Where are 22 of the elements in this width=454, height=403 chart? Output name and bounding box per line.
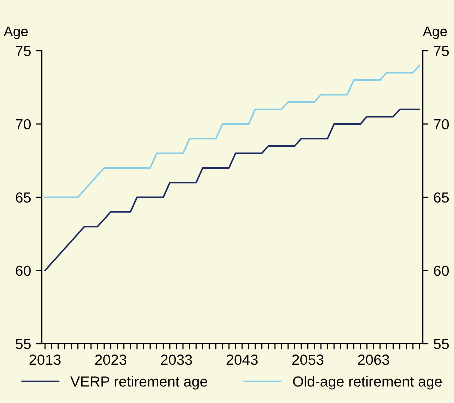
x-tick-label: 2013: [30, 354, 61, 366]
y2-tick-label: 75: [434, 46, 450, 56]
y-tick-label: 55: [16, 339, 31, 350]
x-tick-label: 2063: [358, 354, 390, 366]
y-axis-title: Age: [4, 26, 28, 40]
line-series: [44, 64, 420, 198]
legend-label: VERP retirement age: [70, 376, 208, 390]
x-tick-label: 2043: [226, 354, 258, 366]
y2-tick-label: 70: [434, 119, 450, 130]
y-tick-label: 65: [16, 192, 31, 203]
y-tick-label: 75: [16, 46, 31, 56]
y2-tick-label: 55: [434, 339, 450, 350]
y2-tick-label: 60: [434, 266, 450, 276]
legend-label: Old-age retirement age: [293, 376, 442, 390]
x-tick-label: 2023: [95, 354, 127, 366]
line-series: [44, 108, 420, 272]
y2-axis-title: Age: [423, 26, 448, 40]
y2-tick-label: 65: [434, 192, 450, 203]
y-tick-label: 60: [16, 266, 32, 276]
y-tick-label: 70: [16, 119, 32, 130]
x-tick-label: 2033: [161, 354, 192, 366]
x-tick-label: 2053: [292, 354, 324, 366]
